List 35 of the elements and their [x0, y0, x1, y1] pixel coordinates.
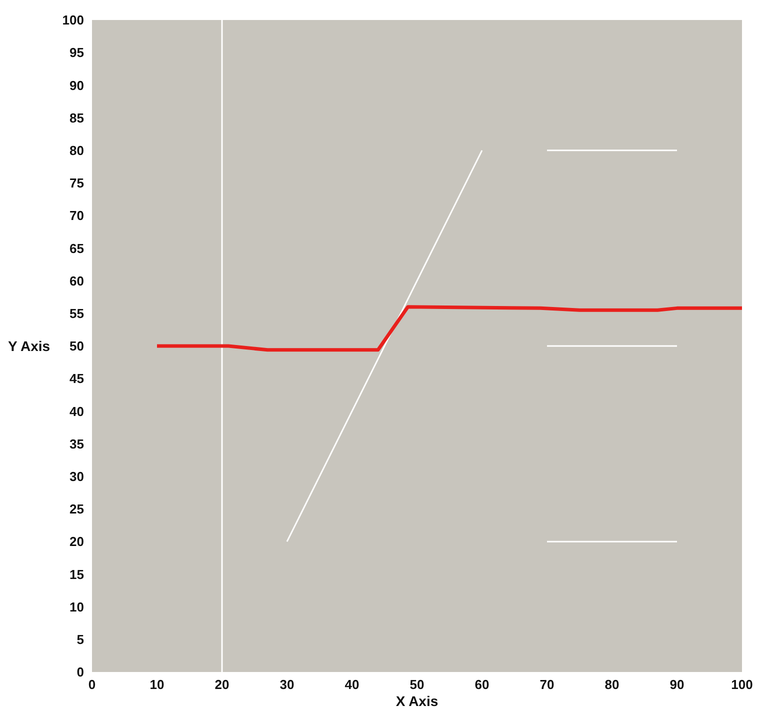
x-tick-label: 50 [410, 677, 424, 692]
y-tick-label: 70 [70, 208, 84, 224]
x-tick-label: 100 [731, 677, 753, 692]
y-tick-label: 30 [70, 469, 84, 484]
x-tick-label: 30 [280, 677, 294, 692]
x-tick-label: 40 [344, 677, 360, 692]
y-tick-label: 10 [70, 599, 84, 614]
line-series [155, 305, 742, 352]
y-tick-label: 55 [70, 306, 84, 322]
y-tick-label: 25 [70, 502, 84, 517]
x-tick-label: 20 [214, 677, 230, 692]
y-tick-label: 45 [70, 371, 84, 386]
y-tick-label: 15 [70, 566, 84, 582]
x-tick-label: 90 [670, 677, 684, 692]
x-tick-label: 70 [540, 677, 554, 692]
y-tick-label: 50 [70, 338, 84, 354]
x-tick-label: 60 [474, 677, 490, 692]
y-tick-label: 90 [70, 78, 84, 93]
y-tick-label: 5 [76, 632, 84, 648]
y-tick-label: 75 [70, 176, 84, 191]
y-tick-label: 80 [70, 143, 84, 158]
x-tick-label: 10 [150, 677, 164, 692]
y-tick-label: 40 [70, 404, 84, 419]
x-tick-label: 80 [604, 677, 620, 692]
y-tick-label: 60 [70, 273, 84, 288]
x-tick-label: 0 [88, 677, 96, 692]
y-tick-label: 35 [70, 436, 84, 452]
y-axis-title: Y Axis [8, 338, 50, 354]
y-tick-label: 85 [70, 110, 84, 126]
y-tick-label: 95 [70, 45, 84, 60]
y-tick-label: 0 [76, 664, 84, 680]
x-axis-title: X Axis [396, 693, 438, 709]
y-tick-label: 100 [62, 12, 84, 28]
y-tick-label: 65 [70, 240, 84, 256]
y-tick-label: 20 [70, 534, 84, 550]
